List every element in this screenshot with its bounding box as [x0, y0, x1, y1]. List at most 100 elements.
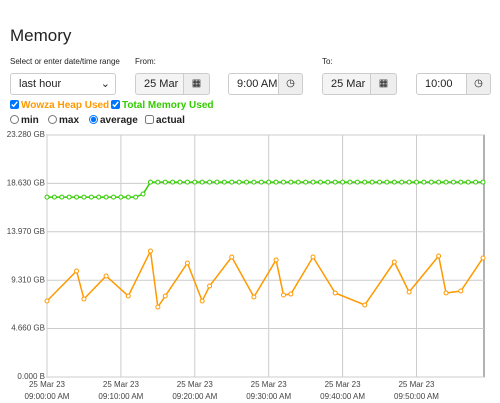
- data-point: [280, 292, 286, 298]
- data-point: [369, 179, 375, 185]
- data-point: [74, 268, 80, 274]
- data-point: [362, 302, 368, 308]
- clock-button[interactable]: ◷: [278, 73, 303, 95]
- calendar-button[interactable]: ▦: [183, 73, 210, 95]
- data-point: [377, 179, 383, 185]
- data-point: [66, 194, 72, 200]
- data-point: [81, 296, 87, 302]
- radio[interactable]: [10, 115, 19, 124]
- to-date[interactable]: 25 Mar 23: [322, 73, 371, 95]
- from-date[interactable]: 25 Mar 23: [135, 73, 184, 95]
- calendar-button[interactable]: ▦: [370, 73, 397, 95]
- from-date-text: 25 Mar 23: [144, 78, 179, 90]
- data-point: [251, 179, 257, 185]
- mode-max[interactable]: max: [48, 115, 79, 126]
- data-point: [473, 179, 479, 185]
- data-point: [96, 194, 102, 200]
- data-point: [207, 283, 213, 289]
- data-point: [103, 194, 109, 200]
- series-line: [47, 181, 483, 198]
- data-point: [162, 179, 168, 185]
- checkbox[interactable]: [145, 115, 154, 124]
- data-point: [354, 179, 360, 185]
- series-line: [46, 248, 484, 310]
- x-tick-date: 25 Mar 23: [398, 380, 435, 389]
- data-point: [347, 179, 353, 185]
- data-point: [458, 288, 464, 294]
- data-point: [436, 179, 442, 185]
- data-point: [251, 294, 257, 300]
- checkbox[interactable]: [111, 100, 120, 109]
- to-time[interactable]: 10:00 AM: [416, 73, 467, 95]
- x-tick-time: 09:40:00 AM: [320, 392, 365, 401]
- data-point: [147, 248, 153, 254]
- radio[interactable]: [89, 115, 98, 124]
- data-point: [207, 179, 213, 185]
- data-point: [332, 179, 338, 185]
- data-point: [81, 194, 87, 200]
- data-point: [192, 179, 198, 185]
- mode-actual[interactable]: actual: [145, 115, 185, 126]
- data-point: [88, 194, 94, 200]
- data-point: [317, 179, 323, 185]
- from-label: From:: [135, 57, 156, 66]
- mode-label: min: [21, 115, 39, 126]
- data-point: [155, 304, 161, 310]
- data-point: [325, 179, 331, 185]
- x-tick-date: 25 Mar 23: [29, 380, 66, 389]
- x-tick-date: 25 Mar 23: [103, 380, 140, 389]
- y-tick-label: 13.970 GB: [7, 227, 45, 236]
- data-point: [465, 179, 471, 185]
- data-point: [450, 179, 456, 185]
- data-point: [273, 179, 279, 185]
- x-tick-time: 09:50:00 AM: [394, 392, 439, 401]
- data-point: [310, 179, 316, 185]
- data-point: [391, 179, 397, 185]
- data-point: [362, 179, 368, 185]
- from-time-text: 9:00 AM: [237, 78, 278, 90]
- from-time[interactable]: 9:00 AM: [228, 73, 279, 95]
- data-point: [273, 257, 279, 263]
- data-point: [266, 179, 272, 185]
- data-point: [133, 194, 139, 200]
- to-time-text: 10:00 AM: [425, 78, 453, 90]
- to-date-text: 25 Mar 23: [331, 78, 366, 90]
- data-point: [199, 298, 205, 304]
- y-tick-label: 4.660 GB: [11, 324, 45, 333]
- data-point: [428, 179, 434, 185]
- radio[interactable]: [48, 115, 57, 124]
- title: Memory: [10, 26, 72, 45]
- data-point: [44, 298, 50, 304]
- data-point: [125, 293, 131, 299]
- data-point: [199, 179, 205, 185]
- legend-total[interactable]: Total Memory Used: [111, 100, 214, 111]
- data-point: [74, 194, 80, 200]
- mode-average[interactable]: average: [89, 115, 138, 126]
- mode-min[interactable]: min: [10, 115, 39, 126]
- data-point: [288, 179, 294, 185]
- legend-label: Wowza Heap Used: [21, 100, 110, 111]
- legend-label: Total Memory Used: [122, 100, 214, 111]
- y-tick-label: 18.630 GB: [7, 178, 45, 187]
- data-point: [406, 289, 412, 295]
- range-select[interactable]: last hour ⌄: [10, 73, 116, 95]
- data-point: [118, 194, 124, 200]
- y-tick-label: 23.280 GB: [7, 130, 45, 139]
- data-point: [280, 179, 286, 185]
- data-point: [147, 179, 153, 185]
- data-point: [244, 179, 250, 185]
- data-point: [111, 194, 117, 200]
- checkbox[interactable]: [10, 100, 19, 109]
- legend-heap[interactable]: Wowza Heap Used: [10, 100, 109, 111]
- data-point: [170, 179, 176, 185]
- data-point: [221, 179, 227, 185]
- data-point: [184, 179, 190, 185]
- data-point: [184, 260, 190, 266]
- plot-border: [46, 134, 485, 378]
- mode-label: actual: [156, 115, 185, 126]
- data-point: [51, 194, 57, 200]
- data-point: [391, 259, 397, 265]
- clock-button[interactable]: ◷: [466, 73, 491, 95]
- x-tick-date: 25 Mar 23: [177, 380, 214, 389]
